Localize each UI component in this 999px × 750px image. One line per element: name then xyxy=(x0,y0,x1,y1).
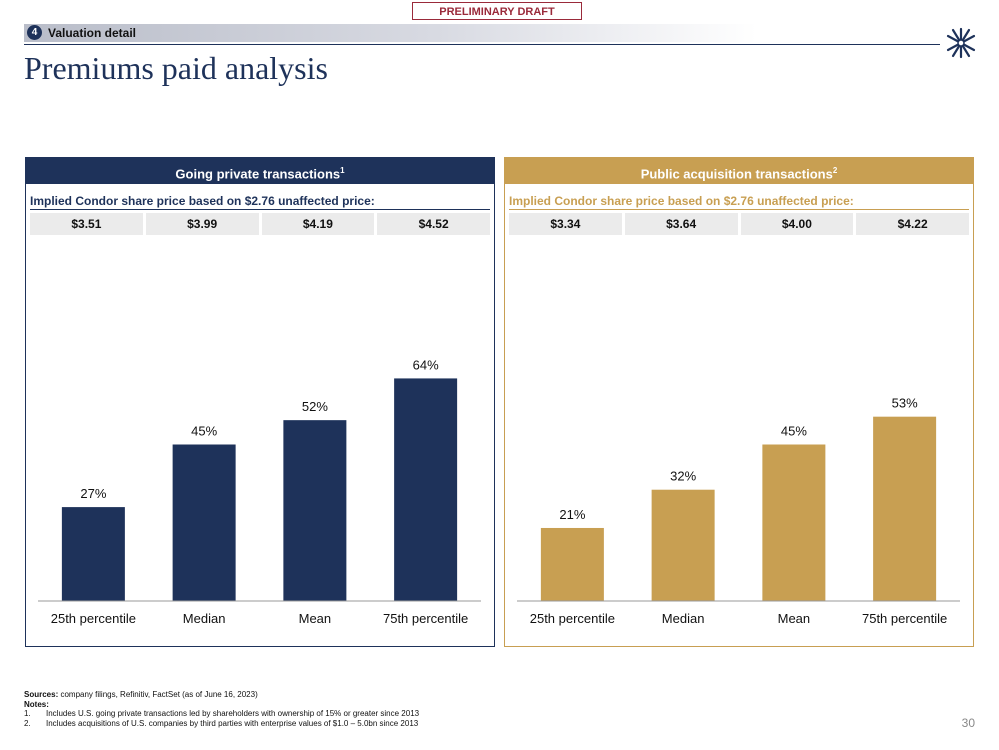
public-acquisition-panel: Public acquisition transactions2 Implied… xyxy=(504,157,974,647)
category-tick-label: 75th percentile xyxy=(862,611,947,626)
bar-value-label: 32% xyxy=(670,469,696,484)
bar-value-label: 53% xyxy=(892,396,918,411)
public-acquisition-bar-chart: 21% 25th percentile 32% Median 45% Mean 53% 75t… xyxy=(517,396,960,626)
bar-25th-percentile xyxy=(61,507,125,601)
going-private-bar-chart: 27% 25th percentile 45% Median 52% Mean 64% 75t… xyxy=(38,357,481,626)
bar-value-label: 52% xyxy=(302,399,328,414)
implied-price-cell: $4.52 xyxy=(377,213,490,235)
implied-price-cell: $3.34 xyxy=(509,213,622,235)
bar-75th-percentile xyxy=(873,416,937,601)
bar-value-label: 45% xyxy=(191,424,217,439)
sources-label: Sources: xyxy=(24,690,59,699)
bar-75th-percentile xyxy=(394,378,458,601)
panel-title: Public acquisition transactions xyxy=(640,166,833,182)
preliminary-draft-label: PRELIMINARY DRAFT xyxy=(412,2,582,20)
bar-mean xyxy=(762,444,826,601)
section-title: Valuation detail xyxy=(48,26,137,40)
page-number: 30 xyxy=(961,716,975,730)
panel-footnote-marker: 2 xyxy=(832,166,838,175)
footer-notes: Sources: company filings, Refinitiv, Fac… xyxy=(24,690,419,728)
implied-price-cell: $4.22 xyxy=(856,213,969,235)
panel-title: Going private transactions xyxy=(175,166,341,182)
section-number-badge: 4 xyxy=(27,25,42,40)
implied-price-cell: $3.64 xyxy=(624,213,738,235)
category-tick-label: Median xyxy=(183,611,226,626)
note-item: 2. Includes acquisitions of U.S. companie… xyxy=(24,718,419,728)
category-tick-label: Median xyxy=(662,611,705,626)
snowflake-logo-icon xyxy=(946,27,976,59)
implied-price-cell: $4.19 xyxy=(261,213,375,235)
category-tick-label: 25th percentile xyxy=(530,611,615,626)
section-bar: 4 Valuation detail xyxy=(24,24,940,42)
page-title: Premiums paid analysis xyxy=(24,50,328,86)
notes-label: Notes: xyxy=(24,699,49,709)
panel-footnote-marker: 1 xyxy=(340,166,345,175)
panel-header: Going private transactions1 xyxy=(26,158,494,184)
category-tick-label: Mean xyxy=(778,611,811,626)
bar-value-label: 64% xyxy=(413,357,439,372)
category-tick-label: 25th percentile xyxy=(51,611,136,626)
bar-median xyxy=(651,489,715,601)
note-item: 1. Includes U.S. going private transactio… xyxy=(24,709,420,718)
panel-header: Public acquisition transactions2 xyxy=(505,158,973,184)
bar-value-label: 27% xyxy=(80,486,106,501)
header-divider xyxy=(24,44,940,45)
category-tick-label: 75th percentile xyxy=(383,611,468,626)
going-private-panel: Going private transactions1 Implied Cond… xyxy=(25,157,495,647)
bar-25th-percentile xyxy=(540,527,604,601)
bar-value-label: 21% xyxy=(559,507,585,522)
implied-price-label: Implied Condor share price based on $2.7… xyxy=(30,194,490,210)
implied-price-cell: $4.00 xyxy=(740,213,854,235)
bar-mean xyxy=(283,420,347,601)
bar-value-label: 45% xyxy=(781,424,807,439)
implied-price-row: $3.34 $3.64 $4.00 $4.22 xyxy=(509,213,969,235)
sources-line: Sources: company filings, Refinitiv, Fac… xyxy=(24,690,419,700)
implied-price-label: Implied Condor share price based on $2.7… xyxy=(509,194,969,210)
sources-text: company filings, Refinitiv, FactSet (as … xyxy=(58,690,258,699)
category-tick-label: Mean xyxy=(299,611,332,626)
bar-median xyxy=(172,444,236,601)
implied-price-cell: $3.99 xyxy=(145,213,259,235)
implied-price-cell: $3.51 xyxy=(30,213,143,235)
implied-price-row: $3.51 $3.99 $4.19 $4.52 xyxy=(30,213,490,235)
